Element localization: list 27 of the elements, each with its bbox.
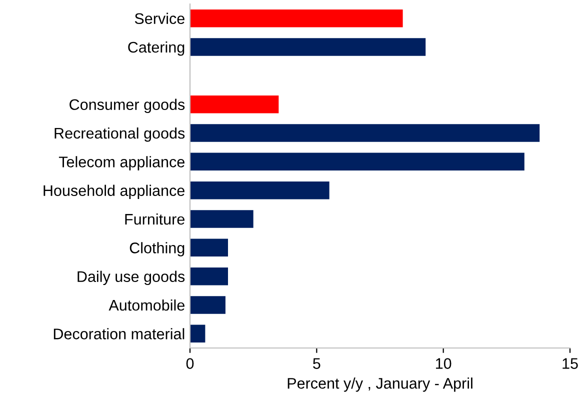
x-axis-title: Percent y/y , January - April [288, 378, 472, 392]
x-tick-label: 10 [436, 358, 452, 369]
bar [190, 267, 228, 286]
y-tick-label: Consumer goods [70, 98, 185, 114]
bar [190, 181, 330, 200]
y-tick-label: Furniture [125, 213, 184, 225]
y-tick-label: Automobile [108, 299, 184, 311]
x-tick-label: 5 [313, 358, 320, 369]
y-tick-label: Household appliance [44, 184, 184, 200]
y-tick-label: Decoration material [54, 328, 184, 340]
bar [190, 38, 426, 56]
y-tick-label: Recreational goods [54, 127, 185, 142]
y-tick-label: Clothing [130, 242, 184, 256]
y-tick-label: Catering [128, 41, 184, 56]
x-tick-label: 0 [186, 358, 194, 369]
y-tick-label: Daily use goods [78, 270, 185, 286]
y-tick-label: Telecom appliance [58, 156, 184, 170]
bar [190, 296, 226, 314]
bar [190, 124, 540, 142]
x-tick-label: 15 [562, 358, 578, 369]
bar [190, 152, 524, 171]
bar [190, 9, 403, 28]
y-tick-label: Service [134, 12, 184, 24]
bar [190, 210, 254, 228]
bar [190, 238, 228, 257]
bar [190, 324, 206, 343]
bar [190, 95, 279, 114]
